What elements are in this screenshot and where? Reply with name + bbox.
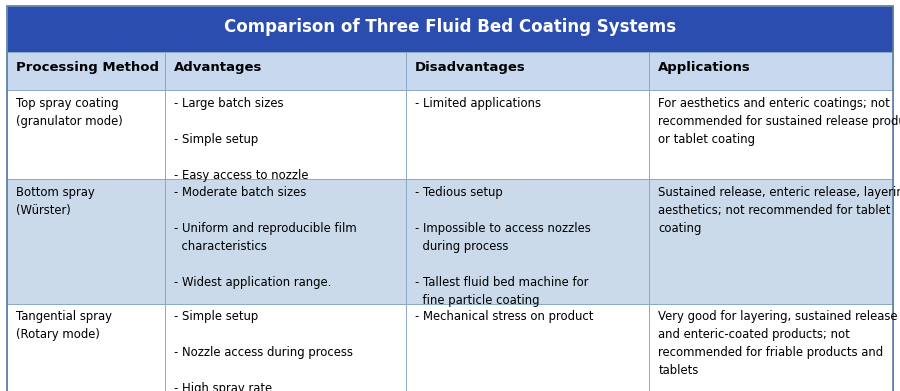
Bar [649, 304, 893, 391]
Bar [649, 90, 893, 179]
Bar [406, 52, 649, 90]
Text: Advantages: Advantages [174, 61, 262, 74]
Bar [165, 179, 406, 304]
Text: - Moderate batch sizes

- Uniform and reproducible film
  characteristics

- Wid: - Moderate batch sizes - Uniform and rep… [174, 186, 356, 289]
Bar [406, 304, 649, 391]
Bar [649, 52, 893, 90]
Text: - Limited applications: - Limited applications [415, 97, 541, 109]
Text: Disadvantages: Disadvantages [415, 61, 526, 74]
Bar [649, 179, 893, 304]
Bar [7, 304, 165, 391]
Bar [165, 52, 406, 90]
Bar [406, 90, 649, 179]
Bar [7, 90, 165, 179]
Text: Applications: Applications [658, 61, 751, 74]
Bar [165, 90, 406, 179]
Bar [7, 179, 165, 304]
Text: Comparison of Three Fluid Bed Coating Systems: Comparison of Three Fluid Bed Coating Sy… [224, 18, 676, 36]
Bar [7, 52, 165, 90]
Text: Bottom spray
(Würster): Bottom spray (Würster) [16, 186, 95, 217]
Bar [165, 304, 406, 391]
Text: - Simple setup

- Nozzle access during process

- High spray rate

- Shortest ma: - Simple setup - Nozzle access during pr… [174, 310, 353, 391]
Text: For aesthetics and enteric coatings; not
recommended for sustained release produ: For aesthetics and enteric coatings; not… [658, 97, 900, 145]
Bar [406, 179, 649, 304]
Text: Tangential spray
(Rotary mode): Tangential spray (Rotary mode) [16, 310, 112, 341]
Text: - Mechanical stress on product: - Mechanical stress on product [415, 310, 593, 323]
Text: Sustained release, enteric release, layering,
aesthetics; not recommended for ta: Sustained release, enteric release, laye… [658, 186, 900, 235]
Text: Top spray coating
(granulator mode): Top spray coating (granulator mode) [16, 97, 123, 127]
Text: Processing Method: Processing Method [16, 61, 159, 74]
Text: Very good for layering, sustained release
and enteric-coated products; not
recom: Very good for layering, sustained releas… [658, 310, 898, 377]
Bar [7, 6, 893, 52]
Text: - Tedious setup

- Impossible to access nozzles
  during process

- Tallest flui: - Tedious setup - Impossible to access n… [415, 186, 590, 307]
Text: - Large batch sizes

- Simple setup

- Easy access to nozzle: - Large batch sizes - Simple setup - Eas… [174, 97, 309, 181]
